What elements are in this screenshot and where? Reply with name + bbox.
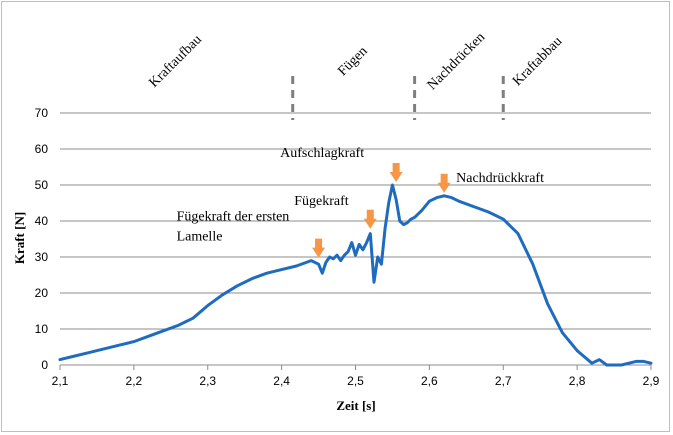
phase-label: Kraftabbau — [510, 34, 565, 89]
x-tick-label: 2,7 — [495, 374, 512, 388]
x-tick-label: 2,3 — [199, 374, 216, 388]
x-axis-title: Zeit [s] — [336, 398, 375, 413]
annotation-arrow — [363, 209, 377, 229]
y-tick-label: 0 — [41, 358, 48, 372]
x-tick-label: 2,8 — [569, 374, 586, 388]
series-line — [58, 183, 653, 367]
annotation-label: Aufschlagkraft — [280, 146, 364, 161]
annotation-arrows — [312, 163, 451, 258]
x-tick-label: 2,1 — [52, 374, 69, 388]
x-tick-label: 2,9 — [643, 374, 660, 388]
phase-label: Nachdrücken — [425, 30, 488, 93]
annotation-arrow — [437, 173, 451, 193]
y-tick-label: 30 — [35, 250, 49, 264]
y-tick-labels: 0 10 20 30 40 50 60 70 — [35, 106, 49, 372]
y-tick-label: 10 — [35, 322, 49, 336]
y-tick-label: 50 — [35, 178, 49, 192]
annotation-labels: Fügekraft der ersten Lamelle Fügekraft Aufs… — [177, 146, 545, 245]
y-tick-label: 60 — [35, 142, 49, 156]
phase-label: Fügen — [335, 44, 370, 79]
y-tick-label: 70 — [35, 106, 49, 120]
y-tick-label: 40 — [35, 214, 49, 228]
x-tick-labels: 2,1 2,2 2,3 2,4 2,5 2,6 2,7 2,8 2,9 — [52, 365, 660, 388]
annotation-label: Fügekraft der ersten Lamelle — [177, 210, 290, 245]
phase-label: Kraftaufbau — [147, 32, 205, 90]
y-axis-title: Kraft [N] — [12, 212, 27, 264]
y-tick-label: 20 — [35, 286, 49, 300]
grid-lines — [60, 112, 651, 330]
annotation-label: Nachdrückkraft — [456, 171, 544, 186]
annotation-label: Fügekraft — [294, 194, 349, 209]
annotation-arrow — [312, 238, 326, 258]
annotation-arrow — [389, 163, 403, 182]
x-tick-label: 2,6 — [421, 374, 438, 388]
x-tick-label: 2,4 — [273, 374, 290, 388]
x-tick-label: 2,5 — [347, 374, 364, 388]
phase-dividers — [291, 76, 505, 120]
x-tick-label: 2,2 — [126, 374, 143, 388]
